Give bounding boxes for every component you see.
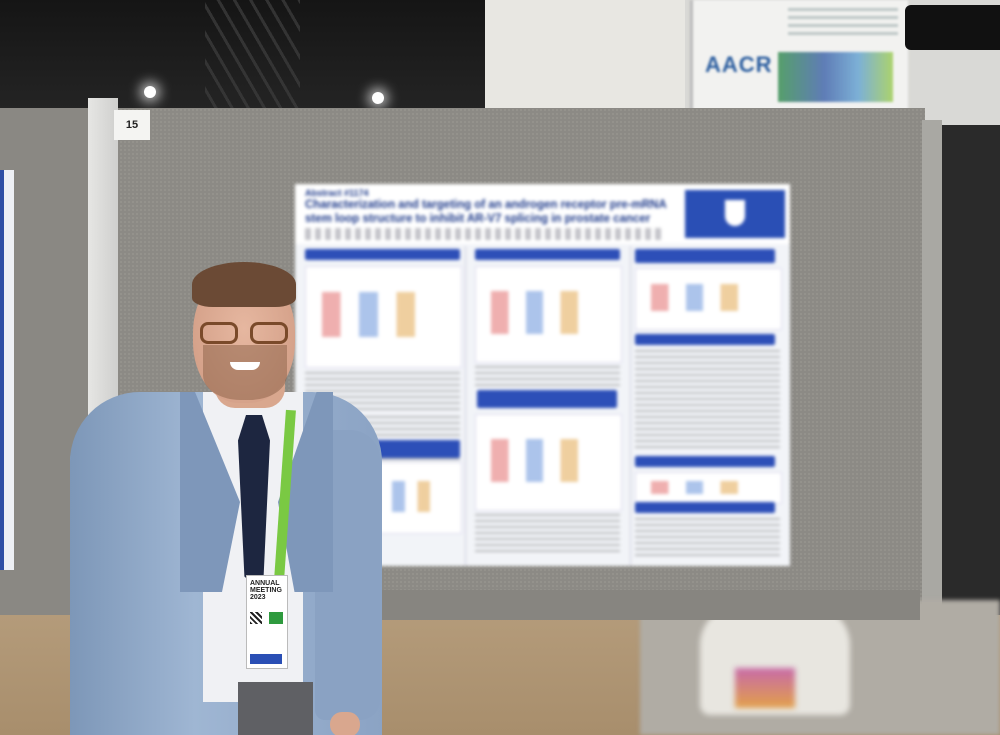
booth-number-tag: 15 [114,110,150,140]
presenter-beard [203,345,287,400]
badge-blue-strip [250,654,282,664]
presenter-hand [330,712,360,735]
section-header-bar [475,249,620,260]
poster-text-block [475,514,620,554]
badge-green-mark [269,612,283,624]
section-header-bar [635,502,775,513]
section-header-bar [635,334,775,345]
badge-qr-icon [250,612,262,624]
column-divider [630,246,631,566]
wall-panel [485,0,685,125]
poster-authors [305,228,665,240]
neighbor-poster-edge [0,170,14,570]
sign-color-band [778,52,893,102]
poster-text-block [475,366,620,388]
column-divider [465,246,466,566]
section-header-bar [477,390,617,408]
poster-figure [475,266,622,363]
poster-figure [635,268,782,330]
glasses-icon [200,322,292,346]
ceiling-light [372,92,384,104]
sign-text-lines [788,8,898,38]
university-shield-icon [685,190,785,238]
section-header-bar [635,456,775,467]
poster-text-block [635,518,780,558]
glasses-lens [250,322,288,344]
overhead-device [905,5,1000,50]
poster-figure [475,414,622,511]
presenter-hair [192,262,296,307]
aacr-logo: AACR [705,52,773,77]
poster-abstract-number: Abstract #1174 [305,188,369,198]
section-header-bar [635,249,775,263]
conference-badge: ANNUAL MEETING 2023 [246,575,288,669]
chair-item [735,668,795,708]
presenter-pants [238,682,313,735]
research-poster: Abstract #1174 Characterization and targ… [295,184,790,566]
aacr-sign: AACR [690,0,908,122]
poster-text-block [635,350,780,450]
ceiling-truss [205,0,300,120]
background-dark-area [950,130,1000,600]
board-bottom-edge [380,590,920,620]
presenter-smile [230,362,260,370]
poster-figure [305,266,462,368]
section-header-bar [305,249,460,260]
badge-meeting-text: ANNUAL MEETING 2023 [250,580,282,601]
glasses-lens [200,322,238,344]
board-post-right [922,120,942,650]
poster-header: Abstract #1174 Characterization and targ… [295,184,790,244]
ceiling-light [144,86,156,98]
poster-title: Characterization and targeting of an and… [305,199,667,225]
